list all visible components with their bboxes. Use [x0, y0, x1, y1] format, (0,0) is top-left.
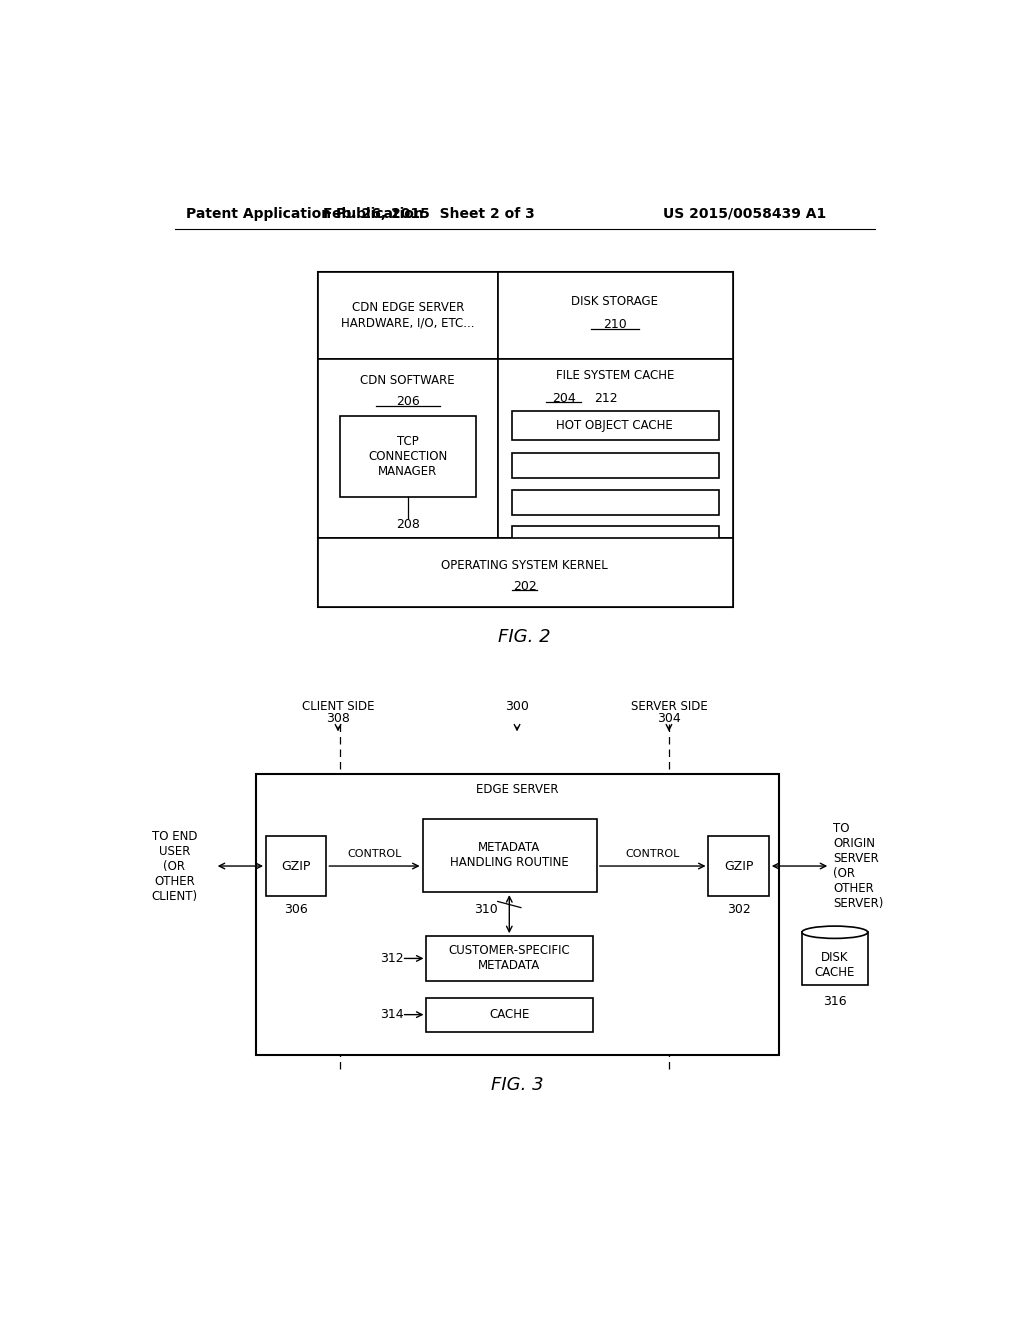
Text: FILE SYSTEM CACHE: FILE SYSTEM CACHE: [555, 370, 674, 381]
Text: TO
ORIGIN
SERVER
(OR
OTHER
SERVER): TO ORIGIN SERVER (OR OTHER SERVER): [834, 822, 884, 909]
Text: CONTROL: CONTROL: [626, 849, 680, 859]
Text: 308: 308: [326, 711, 350, 725]
Bar: [512, 453, 719, 478]
Text: CUSTOMER-SPECIFIC
METADATA: CUSTOMER-SPECIFIC METADATA: [449, 944, 570, 973]
Text: CDN SOFTWARE: CDN SOFTWARE: [360, 374, 455, 387]
Text: 208: 208: [396, 517, 420, 531]
Bar: [317, 272, 732, 607]
Bar: [317, 359, 498, 539]
Text: 210: 210: [603, 318, 627, 331]
Bar: [423, 818, 597, 892]
Text: CLIENT SIDE: CLIENT SIDE: [302, 700, 375, 713]
Text: 300: 300: [505, 700, 529, 713]
Text: 202: 202: [513, 579, 537, 593]
Text: 304: 304: [657, 711, 681, 725]
Text: FIG. 2: FIG. 2: [499, 627, 551, 645]
Text: 310: 310: [474, 903, 498, 916]
Text: 212: 212: [594, 392, 618, 405]
Text: Patent Application Publication: Patent Application Publication: [186, 207, 424, 220]
Bar: [340, 416, 476, 498]
Bar: [317, 272, 498, 359]
Text: 204: 204: [552, 392, 575, 405]
Bar: [802, 932, 868, 985]
Ellipse shape: [802, 927, 867, 939]
Text: 306: 306: [285, 903, 308, 916]
Text: FIG. 3: FIG. 3: [490, 1076, 544, 1094]
Text: TO END
USER
(OR
OTHER
CLIENT): TO END USER (OR OTHER CLIENT): [152, 829, 198, 903]
Bar: [426, 936, 593, 981]
Text: METADATA
HANDLING ROUTINE: METADATA HANDLING ROUTINE: [450, 841, 568, 870]
Bar: [266, 836, 327, 896]
Text: DISK STORAGE: DISK STORAGE: [571, 296, 658, 308]
Text: CDN EDGE SERVER
HARDWARE, I/O, ETC...: CDN EDGE SERVER HARDWARE, I/O, ETC...: [341, 301, 474, 330]
Text: HOT OBJECT CACHE: HOT OBJECT CACHE: [556, 418, 673, 432]
Text: GZIP: GZIP: [724, 859, 754, 873]
Text: 312: 312: [380, 952, 403, 965]
Bar: [256, 775, 779, 1056]
Text: US 2015/0058439 A1: US 2015/0058439 A1: [663, 207, 826, 220]
Text: 316: 316: [823, 995, 847, 1008]
Text: TCP
CONNECTION
MANAGER: TCP CONNECTION MANAGER: [369, 434, 447, 478]
Text: EDGE SERVER: EDGE SERVER: [476, 783, 558, 796]
Bar: [498, 272, 732, 359]
Text: 302: 302: [727, 903, 751, 916]
Bar: [512, 411, 719, 441]
Text: Feb. 26, 2015  Sheet 2 of 3: Feb. 26, 2015 Sheet 2 of 3: [323, 207, 535, 220]
Text: 314: 314: [380, 1008, 403, 1022]
Bar: [317, 539, 732, 607]
Bar: [709, 836, 769, 896]
Text: CONTROL: CONTROL: [347, 849, 401, 859]
Bar: [426, 998, 593, 1032]
Text: CACHE: CACHE: [489, 1008, 529, 1022]
Bar: [512, 490, 719, 515]
Text: GZIP: GZIP: [282, 859, 311, 873]
Text: 206: 206: [396, 395, 420, 408]
Text: OPERATING SYSTEM KERNEL: OPERATING SYSTEM KERNEL: [441, 560, 608, 573]
Bar: [498, 359, 732, 539]
Text: SERVER SIDE: SERVER SIDE: [631, 700, 708, 713]
Bar: [512, 527, 719, 552]
Text: DISK
CACHE: DISK CACHE: [815, 950, 855, 978]
